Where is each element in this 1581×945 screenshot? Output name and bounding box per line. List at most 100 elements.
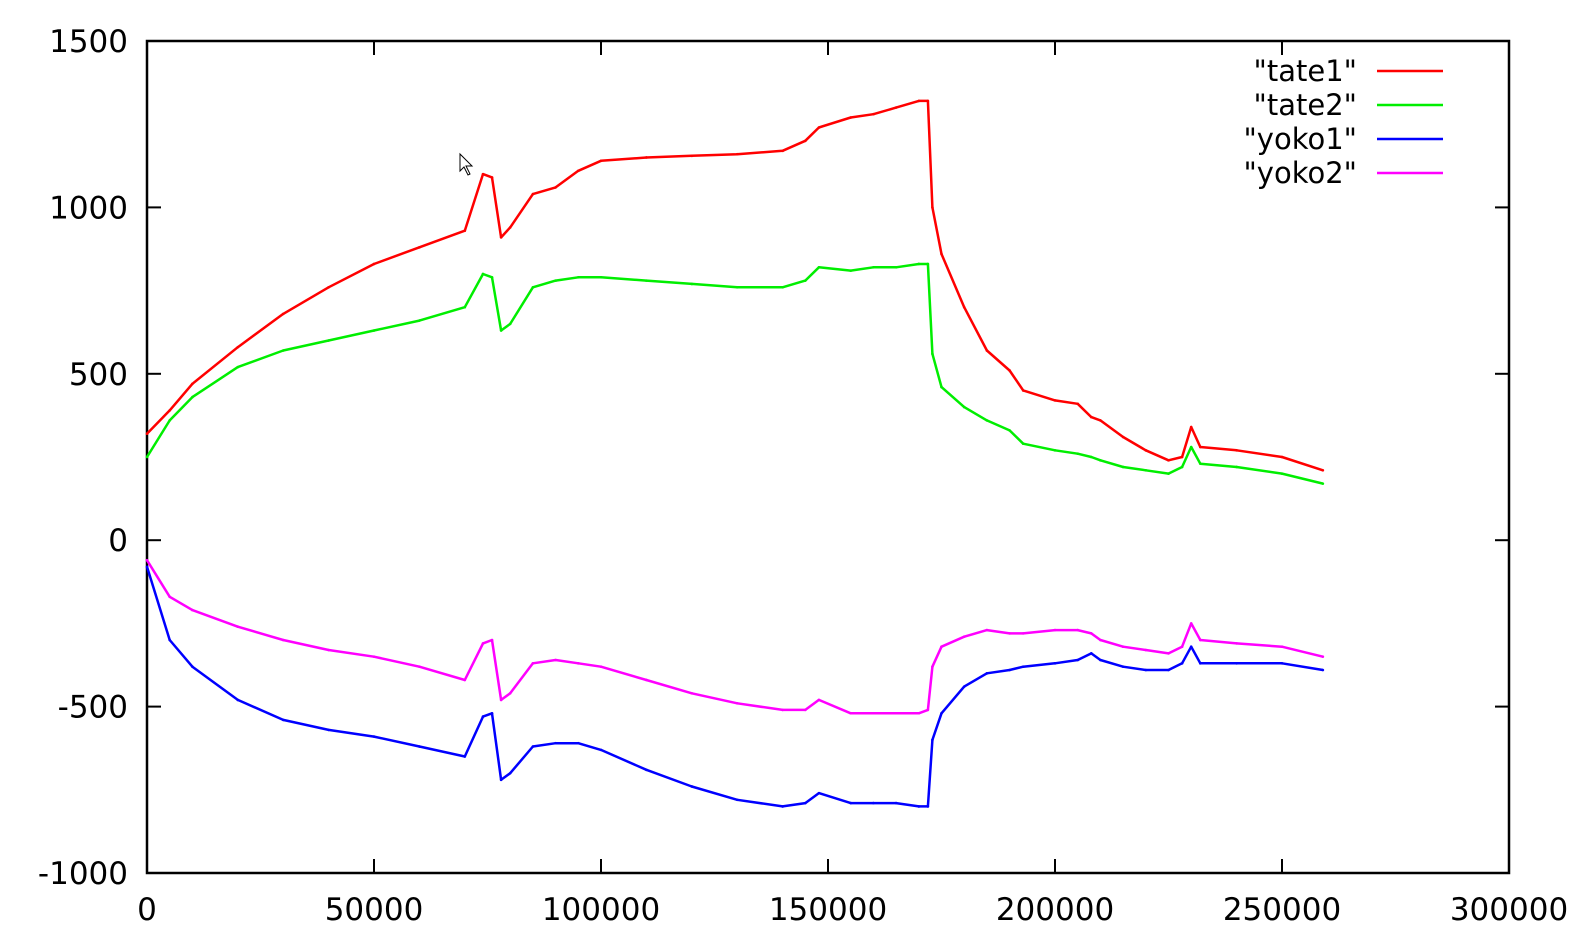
data-point xyxy=(940,645,943,648)
data-point xyxy=(236,698,240,702)
data-point xyxy=(926,805,930,808)
data-point xyxy=(508,226,512,229)
data-point xyxy=(531,285,535,289)
data-point xyxy=(1008,429,1011,432)
data-point xyxy=(236,625,240,629)
data-point xyxy=(418,745,421,748)
data-point xyxy=(281,718,285,722)
data-point xyxy=(645,678,648,682)
x-tick-label: 200000 xyxy=(996,892,1114,928)
data-point xyxy=(849,711,852,715)
x-tick-label: 250000 xyxy=(1223,892,1341,928)
data-point xyxy=(962,305,966,309)
data-point xyxy=(168,419,171,422)
data-point xyxy=(531,662,535,665)
data-point xyxy=(1099,419,1102,422)
legend-label: "tate1" xyxy=(1254,54,1357,88)
series-0 xyxy=(145,99,1325,472)
data-point xyxy=(894,801,898,805)
data-point xyxy=(1235,449,1238,452)
series-1 xyxy=(145,262,1325,485)
data-point xyxy=(872,112,875,116)
data-point xyxy=(817,126,821,129)
data-point xyxy=(931,738,934,742)
data-point xyxy=(690,282,694,286)
y-tick-label: 0 xyxy=(108,523,128,559)
data-point xyxy=(817,266,821,269)
x-tick-label: 0 xyxy=(137,892,157,928)
data-point xyxy=(1144,648,1148,652)
data-point xyxy=(962,635,966,639)
data-point xyxy=(327,648,330,652)
data-point xyxy=(1099,638,1102,642)
data-point xyxy=(690,691,694,695)
y-tick-label: -1000 xyxy=(38,856,128,892)
data-point xyxy=(917,805,921,808)
data-point xyxy=(1189,622,1193,625)
data-point xyxy=(191,608,194,612)
data-point xyxy=(490,275,494,279)
data-point xyxy=(1198,445,1202,449)
data-point xyxy=(490,176,494,179)
data-point xyxy=(1198,662,1202,665)
data-point xyxy=(1280,455,1284,459)
series-3 xyxy=(145,558,1325,715)
mouse-pointer-icon xyxy=(459,152,474,176)
data-point xyxy=(1076,628,1079,632)
series-layer xyxy=(145,99,1325,808)
data-point xyxy=(894,106,898,109)
data-point xyxy=(281,638,285,642)
data-point xyxy=(1180,465,1184,469)
data-point xyxy=(985,628,989,632)
data-point xyxy=(872,266,875,269)
data-point xyxy=(781,708,784,712)
data-point xyxy=(481,172,485,176)
data-point xyxy=(490,638,494,642)
data-point xyxy=(1121,465,1125,469)
x-tick-label: 50000 xyxy=(325,892,424,928)
legend-label: "tate2" xyxy=(1254,88,1357,122)
data-point xyxy=(940,252,943,256)
data-point xyxy=(940,711,943,715)
x-tick-label: 150000 xyxy=(769,892,887,928)
data-point xyxy=(1189,645,1193,648)
data-point xyxy=(508,322,512,326)
data-point xyxy=(1021,389,1025,392)
data-point xyxy=(372,735,376,738)
data-point xyxy=(872,801,875,805)
data-point xyxy=(168,595,171,599)
data-point xyxy=(463,678,467,682)
data-point xyxy=(554,279,557,282)
data-point xyxy=(1090,652,1093,655)
data-point xyxy=(1090,632,1093,635)
data-point xyxy=(940,385,943,389)
data-point xyxy=(1144,449,1148,452)
data-point xyxy=(508,691,512,695)
data-point xyxy=(804,708,807,712)
data-point xyxy=(531,745,535,748)
data-point xyxy=(1235,465,1238,469)
data-point xyxy=(1021,442,1025,445)
data-point xyxy=(1198,638,1202,642)
data-point xyxy=(1189,425,1193,429)
data-point xyxy=(281,312,285,316)
data-point xyxy=(817,791,821,795)
data-point xyxy=(917,262,921,266)
data-point xyxy=(645,768,648,772)
data-point xyxy=(531,192,535,196)
data-point xyxy=(1321,655,1325,658)
data-point xyxy=(985,419,989,422)
data-point xyxy=(1008,668,1011,672)
data-point xyxy=(372,329,376,332)
data-point xyxy=(781,149,784,153)
y-tick-label: -500 xyxy=(58,690,128,726)
x-axis-ticks: 0 50000 100000 150000 200000 250000 300000 xyxy=(137,41,1568,928)
legend-label: "yoko1" xyxy=(1243,122,1357,156)
data-point xyxy=(804,279,807,282)
data-point xyxy=(804,139,807,143)
data-point xyxy=(1280,645,1284,648)
data-point xyxy=(1198,462,1202,465)
data-point xyxy=(926,708,930,712)
x-tick-label: 100000 xyxy=(542,892,660,928)
